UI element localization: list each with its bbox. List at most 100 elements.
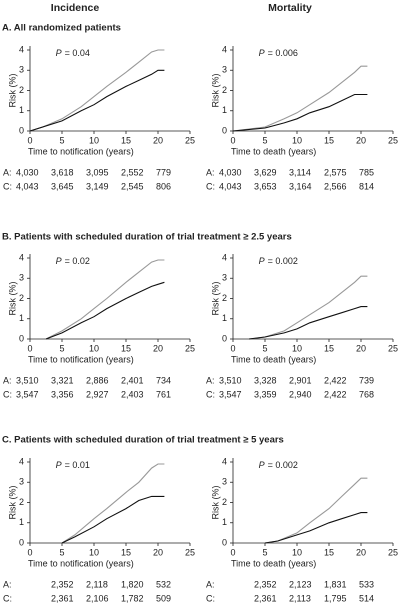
risk-count: 2,123	[289, 579, 312, 589]
x-tick-label: 25	[388, 135, 398, 145]
section-title: B. Patients with scheduled duration of t…	[2, 232, 292, 243]
risk-count: 3,547	[219, 389, 242, 399]
risk-count: 1,820	[121, 579, 144, 589]
x-tick-label: 15	[121, 343, 131, 353]
y-tick-label: 4	[19, 252, 24, 262]
x-tick-label: 25	[388, 343, 398, 353]
risk-count: 4,043	[219, 181, 242, 191]
x-tick-label: 5	[59, 135, 64, 145]
x-tick-label: 5	[262, 343, 267, 353]
risk-row-label: A:	[3, 579, 12, 589]
y-tick-label: 3	[19, 65, 24, 75]
x-tick-label: 0	[230, 343, 235, 353]
risk-count: 4,030	[16, 167, 39, 177]
y-axis-label: Risk (%)	[7, 74, 17, 108]
x-tick-label: 5	[262, 547, 267, 557]
risk-count: 532	[156, 579, 171, 589]
y-tick-label: 1	[19, 105, 24, 115]
risk-count: 814	[359, 181, 374, 191]
risk-curve	[232, 93, 368, 132]
x-tick-label: 25	[388, 547, 398, 557]
risk-count: 533	[359, 579, 374, 589]
x-tick-label: 10	[292, 135, 302, 145]
y-tick-label: 0	[19, 537, 24, 547]
y-axis-label: Risk (%)	[7, 486, 17, 520]
risk-count: 779	[156, 167, 171, 177]
risk-row-label: C:	[3, 181, 12, 191]
y-tick-label: 2	[19, 85, 24, 95]
x-tick-label: 10	[89, 343, 99, 353]
risk-count: 2,575	[324, 167, 347, 177]
x-tick-label: 20	[153, 135, 163, 145]
x-tick-label: 25	[185, 547, 195, 557]
y-tick-label: 3	[222, 65, 227, 75]
p-text: = 0.02	[65, 256, 90, 266]
risk-count: 2,113	[289, 593, 311, 603]
risk-count: 3,618	[51, 167, 74, 177]
p-value: P = 0.02	[56, 256, 90, 266]
risk-count: 514	[359, 593, 374, 603]
risk-curve	[248, 275, 368, 340]
p-text: = 0.002	[268, 460, 298, 470]
risk-count: 3,645	[51, 181, 74, 191]
y-axis-label: Risk (%)	[210, 282, 220, 316]
x-tick-label: 10	[89, 135, 99, 145]
p-symbol: P	[259, 256, 265, 266]
risk-curve	[29, 69, 165, 132]
risk-row-label: C:	[206, 181, 215, 191]
section-title: C. Patients with scheduled duration of t…	[2, 435, 284, 446]
risk-count: 2,422	[324, 375, 347, 385]
p-text: = 0.01	[65, 460, 90, 470]
x-tick-label: 15	[121, 547, 131, 557]
p-symbol: P	[56, 256, 62, 266]
y-tick-label: 3	[222, 273, 227, 283]
y-tick-label: 0	[19, 333, 24, 343]
risk-count: 3,629	[254, 167, 277, 177]
risk-count: 3,164	[289, 181, 312, 191]
x-tick-label: 15	[324, 135, 334, 145]
section-title: A. All randomized patients	[2, 23, 121, 34]
y-tick-label: 2	[222, 293, 227, 303]
x-tick-label: 5	[59, 343, 64, 353]
risk-count: 761	[156, 389, 171, 399]
x-tick-label: 0	[27, 135, 32, 145]
risk-curve	[61, 463, 165, 544]
risk-count: 2,886	[86, 375, 109, 385]
risk-count: 4,030	[219, 167, 242, 177]
y-tick-label: 4	[19, 456, 24, 466]
risk-curve	[264, 477, 368, 544]
p-symbol: P	[259, 48, 265, 58]
risk-count: 2,552	[121, 167, 144, 177]
y-tick-label: 0	[19, 125, 24, 135]
risk-count: 3,653	[254, 181, 277, 191]
risk-count: 1,831	[324, 579, 347, 589]
risk-count: 2,118	[86, 579, 108, 589]
y-tick-label: 2	[222, 85, 227, 95]
x-tick-label: 20	[153, 547, 163, 557]
risk-count: 2,422	[324, 389, 347, 399]
risk-count: 2,901	[289, 375, 312, 385]
x-tick-label: 20	[356, 343, 366, 353]
risk-count: 2,352	[254, 579, 277, 589]
risk-count: 2,566	[324, 181, 347, 191]
risk-count: 3,510	[16, 375, 39, 385]
risk-count: 1,795	[324, 593, 347, 603]
p-value: P = 0.006	[259, 48, 298, 58]
risk-count: 3,356	[51, 389, 74, 399]
risk-count: 1,782	[121, 593, 144, 603]
risk-curve	[61, 495, 165, 544]
risk-count: 4,043	[16, 181, 39, 191]
risk-count: 2,927	[86, 389, 109, 399]
y-tick-label: 4	[222, 252, 227, 262]
risk-curve	[232, 65, 368, 132]
x-tick-label: 0	[27, 343, 32, 353]
risk-row-label: C:	[3, 593, 12, 603]
column-header: Mortality	[268, 2, 312, 14]
x-tick-label: 20	[356, 135, 366, 145]
x-tick-label: 10	[292, 343, 302, 353]
p-symbol: P	[259, 460, 265, 470]
x-tick-label: 5	[59, 547, 64, 557]
risk-count: 2,352	[51, 579, 74, 589]
risk-count: 768	[359, 389, 374, 399]
p-symbol: P	[56, 460, 62, 470]
